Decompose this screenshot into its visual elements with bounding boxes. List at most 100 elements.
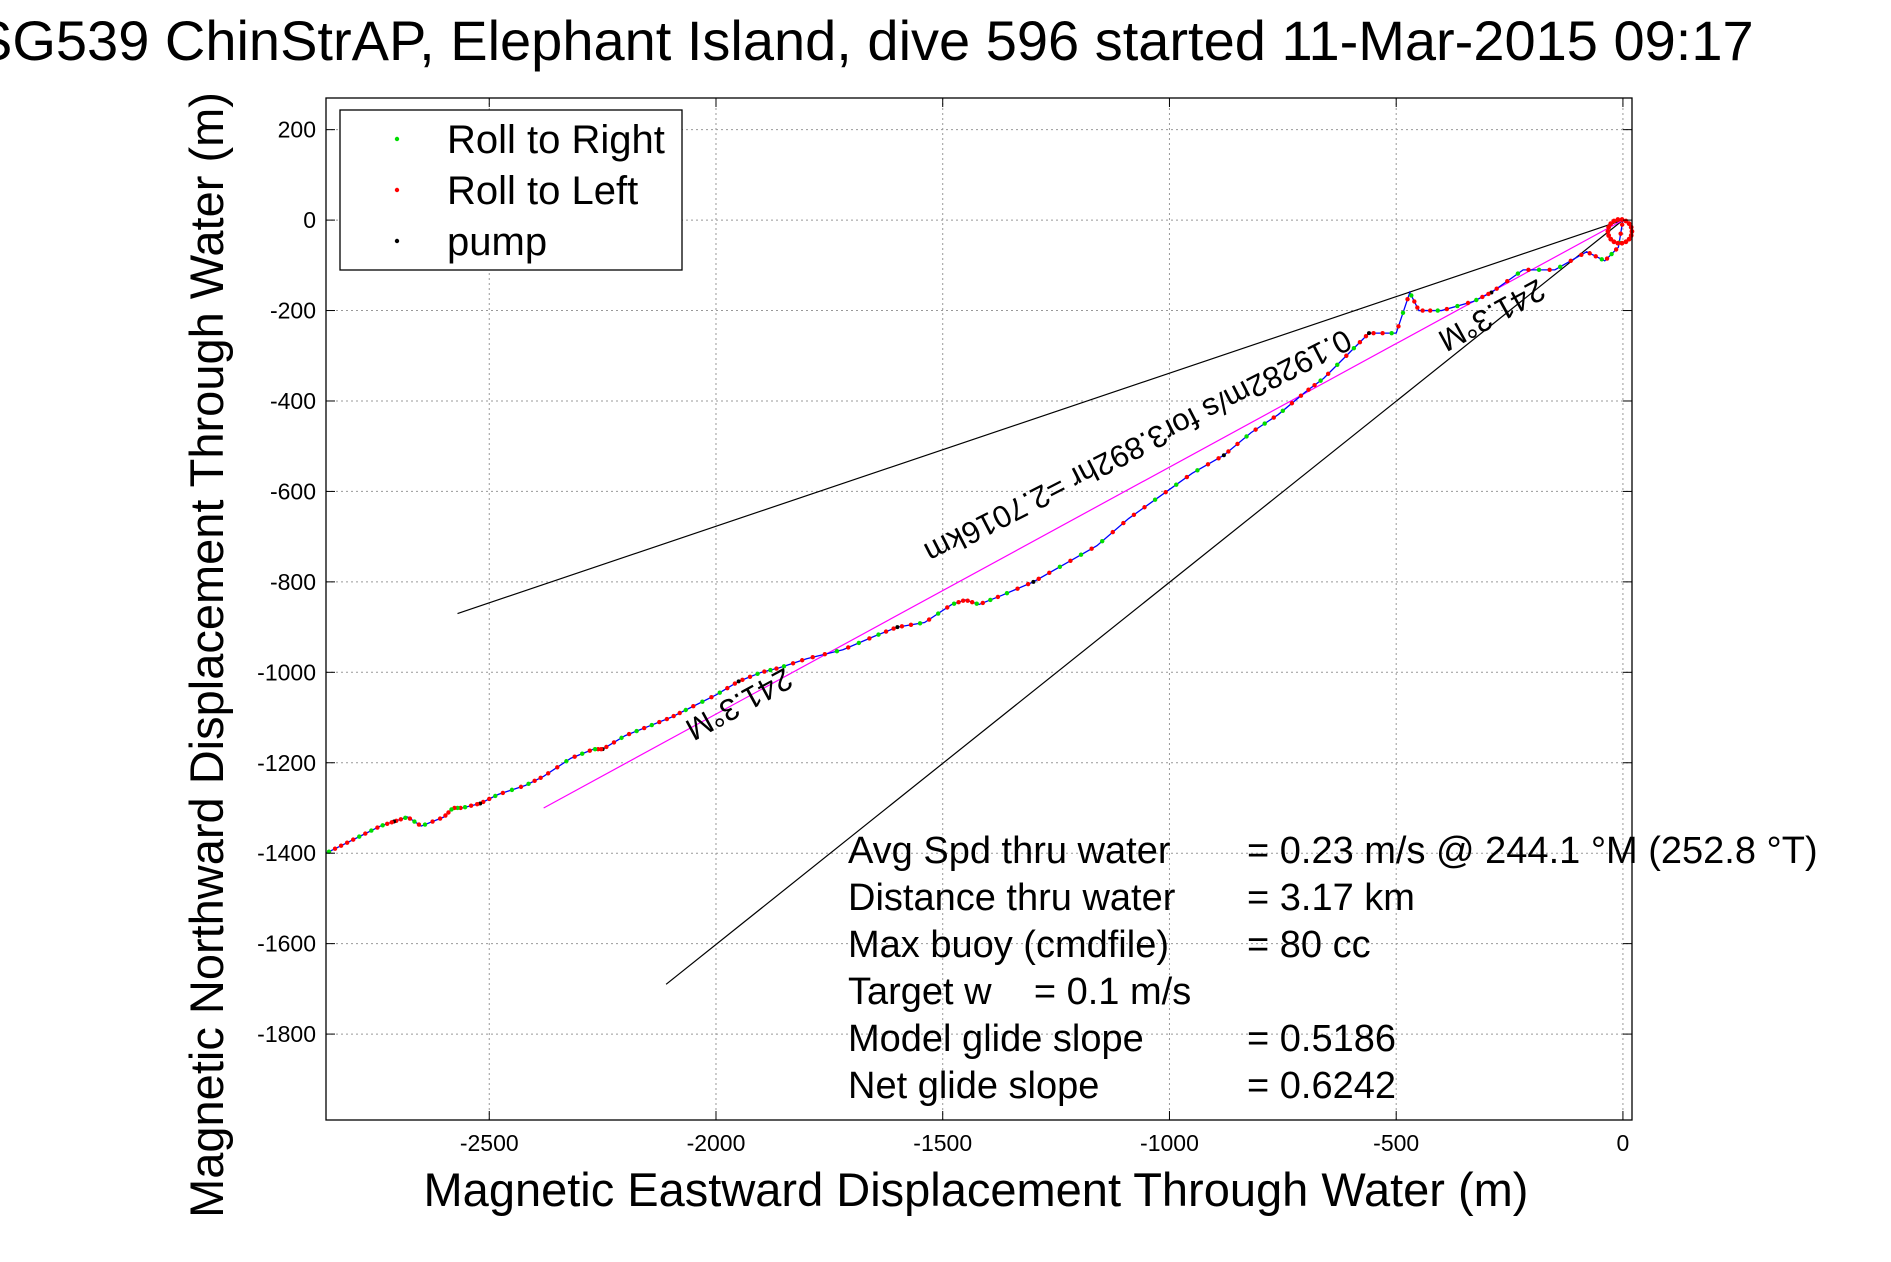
roll-left-marker: [1068, 558, 1073, 563]
roll-right-marker: [951, 601, 957, 606]
roll-right-marker: [683, 707, 688, 713]
roll-right-marker: [403, 815, 408, 820]
roll-left-marker: [908, 622, 914, 628]
roll-left-marker: [846, 645, 851, 650]
stat-value: = 80 cc: [1247, 924, 1371, 966]
roll-right-marker: [834, 649, 840, 654]
roll-right-marker: [592, 746, 598, 752]
roll-right-marker: [1152, 497, 1158, 502]
roll-left-marker: [1618, 231, 1623, 236]
roll-right-marker: [526, 781, 531, 787]
roll-left-marker: [1623, 239, 1629, 245]
legend-marker-pump: [394, 238, 400, 244]
roll-left-marker: [1628, 224, 1634, 230]
roll-right-marker: [1536, 267, 1542, 273]
roll-right-marker: [1280, 408, 1286, 413]
y-tick-label: -1600: [257, 931, 316, 957]
legend-label-roll-left: Roll to Left: [447, 169, 638, 213]
roll-left-marker: [747, 674, 753, 680]
roll-left-marker: [555, 765, 560, 770]
roll-right-marker: [1057, 564, 1063, 569]
roll-right-marker: [1262, 421, 1267, 426]
roll-right-marker: [380, 823, 385, 828]
roll-left-marker: [822, 652, 828, 657]
roll-left-marker: [1357, 339, 1363, 345]
roll-left-marker: [500, 790, 506, 796]
roll-left-marker: [945, 605, 950, 610]
stat-label: Net glide slope: [848, 1065, 1099, 1107]
legend-label-roll-right: Roll to Right: [447, 118, 665, 162]
roll-left-marker: [1611, 218, 1617, 224]
roll-left-marker: [995, 594, 1001, 600]
x-axis-label: Magnetic Eastward Displacement Through W…: [424, 1163, 1529, 1216]
x-tick-label: 0: [1617, 1130, 1630, 1156]
roll-left-marker: [468, 803, 474, 808]
roll-left-marker: [1615, 240, 1621, 246]
roll-right-marker: [369, 828, 374, 833]
roll-right-marker: [649, 722, 654, 728]
roll-left-marker: [487, 796, 492, 802]
roll-left-marker: [867, 636, 872, 641]
roll-left-marker: [1465, 300, 1471, 306]
roll-left-marker: [899, 624, 905, 629]
net-line: [543, 219, 1624, 809]
roll-right-marker: [717, 690, 722, 695]
roll-left-marker: [546, 771, 551, 776]
y-tick-label: 200: [278, 117, 316, 143]
roll-left-marker: [691, 704, 696, 709]
roll-left-marker: [532, 778, 537, 784]
roll-right-marker: [1409, 293, 1414, 298]
heading-line: [457, 219, 1624, 615]
roll-left-marker: [1184, 474, 1190, 480]
roll-left-marker: [732, 681, 738, 686]
roll-left-marker: [446, 810, 451, 815]
roll-left-marker: [1480, 294, 1485, 300]
y-axis-label: Magnetic Northward Displacement Through …: [180, 92, 233, 1218]
roll-right-marker: [449, 807, 454, 812]
roll-left-marker: [1226, 449, 1231, 454]
y-tick-label: -1800: [257, 1021, 316, 1047]
track: [325, 219, 1624, 854]
roll-left-marker: [1494, 286, 1499, 291]
roll-left-marker: [1613, 247, 1619, 252]
roll-left-marker: [1047, 570, 1052, 576]
roll-left-marker: [1619, 240, 1625, 246]
roll-left-marker: [1579, 252, 1584, 257]
roll-right-marker: [1474, 297, 1479, 303]
roll-left-marker: [1604, 256, 1610, 261]
y-tick-label: -600: [270, 478, 316, 504]
roll-left-marker: [926, 617, 932, 622]
roll-left-marker: [1626, 236, 1632, 242]
stat-value: = 0.6242: [1247, 1065, 1396, 1107]
stat-value: = 0.5186: [1247, 1018, 1396, 1060]
stat-label: Max buoy (cmdfile): [848, 924, 1169, 966]
x-tick-label: -1000: [1140, 1130, 1199, 1156]
roll-left-marker: [1396, 324, 1401, 329]
roll-left-marker: [389, 820, 394, 825]
roll-right-marker: [1599, 257, 1604, 262]
roll-right-marker: [1099, 538, 1105, 544]
roll-left-marker: [1298, 393, 1304, 398]
roll-left-marker: [416, 822, 422, 827]
roll-left-marker: [587, 748, 592, 753]
roll-left-marker: [671, 713, 676, 719]
roll-left-marker: [1205, 462, 1211, 467]
roll-left-marker: [1568, 258, 1573, 263]
stat-label: Distance thru water: [848, 877, 1176, 919]
roll-left-marker: [725, 685, 730, 691]
roll-right-marker: [619, 735, 624, 741]
pump-marker: [1031, 579, 1036, 584]
roll-right-marker: [917, 621, 923, 626]
roll-left-marker: [709, 694, 714, 700]
roll-right-marker: [1389, 330, 1394, 336]
roll-left-marker: [1415, 305, 1420, 310]
roll-left-marker: [595, 746, 601, 752]
roll-left-marker: [572, 754, 577, 759]
roll-left-marker: [1121, 520, 1126, 526]
roll-left-marker: [891, 626, 896, 631]
roll-left-marker: [1547, 267, 1552, 273]
pump-marker: [1221, 453, 1226, 458]
roll-left-marker: [1626, 221, 1632, 227]
